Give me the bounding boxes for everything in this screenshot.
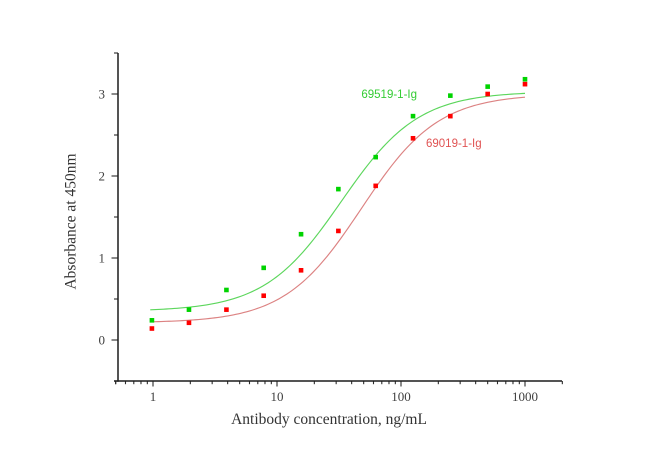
tick-labels-layer: 1 10 100 1000 0 1 2 3 bbox=[99, 87, 539, 405]
data-point-69019-1-Ig bbox=[410, 135, 416, 141]
y-tick-label: 2 bbox=[99, 169, 106, 184]
fit-curves-layer bbox=[150, 92, 526, 323]
series-label-69519-1-Ig: 69519-1-Ig bbox=[361, 89, 417, 101]
x-tick-label: 100 bbox=[391, 389, 411, 404]
data-point-69019-1-Ig bbox=[485, 91, 490, 97]
data-point-69519-1-Ig bbox=[261, 265, 266, 271]
data-point-69019-1-Ig bbox=[336, 228, 341, 234]
fit-curve-69019-1-Ig bbox=[150, 96, 526, 323]
data-point-69019-1-Ig bbox=[373, 183, 378, 189]
data-points-layer bbox=[149, 76, 528, 331]
series-label-69019-1-Ig: 69019-1-Ig bbox=[426, 138, 482, 150]
data-point-69019-1-Ig bbox=[448, 113, 453, 119]
x-axis-title: Antibody concentration, ng/mL bbox=[231, 411, 427, 428]
data-point-69019-1-Ig bbox=[261, 293, 266, 299]
data-point-69519-1-Ig bbox=[149, 318, 155, 323]
y-tick-label: 3 bbox=[99, 87, 106, 102]
fit-curve-69519-1-Ig bbox=[150, 92, 526, 311]
data-point-69019-1-Ig bbox=[298, 268, 304, 273]
data-point-69519-1-Ig bbox=[186, 307, 192, 312]
data-point-69019-1-Ig bbox=[522, 81, 528, 87]
data-point-69519-1-Ig bbox=[448, 93, 453, 98]
x-tick-label: 10 bbox=[271, 389, 284, 404]
y-tick-label: 1 bbox=[99, 251, 106, 266]
x-tick-label: 1 bbox=[150, 389, 157, 404]
data-point-69019-1-Ig bbox=[149, 326, 155, 331]
data-point-69519-1-Ig bbox=[298, 231, 304, 237]
data-point-69519-1-Ig bbox=[373, 154, 378, 160]
data-point-69519-1-Ig bbox=[336, 186, 341, 192]
data-point-69519-1-Ig bbox=[410, 113, 416, 119]
y-tick-label: 0 bbox=[99, 333, 106, 348]
x-tick-label: 1000 bbox=[512, 389, 538, 404]
data-point-69019-1-Ig bbox=[186, 320, 192, 326]
data-point-69519-1-Ig bbox=[522, 76, 528, 82]
data-point-69519-1-Ig bbox=[224, 287, 229, 293]
data-point-69019-1-Ig bbox=[224, 307, 229, 312]
data-point-69519-1-Ig bbox=[485, 84, 490, 89]
axis-ticks-layer bbox=[111, 52, 563, 387]
y-axis-title: Absorbance at 450nm bbox=[63, 153, 80, 289]
